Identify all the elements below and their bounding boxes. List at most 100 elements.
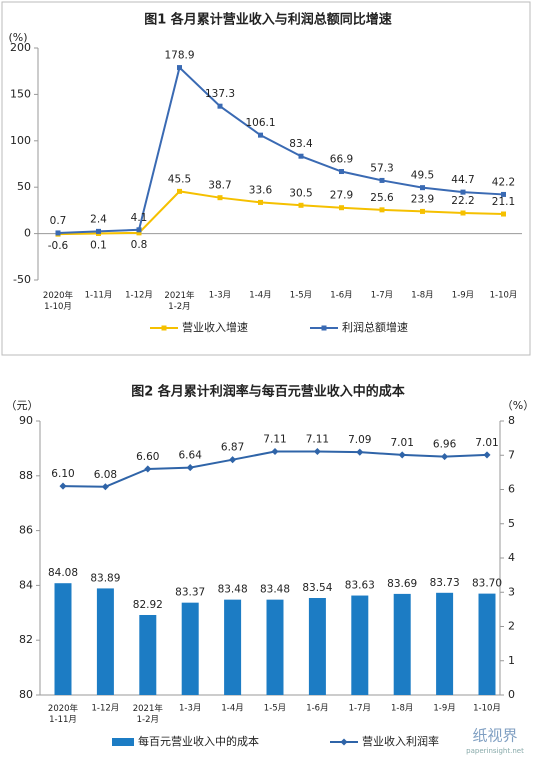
marker xyxy=(229,456,237,464)
y-tick-label: 86 xyxy=(19,524,33,537)
data-label: 2.4 xyxy=(90,213,107,225)
x-tick-label: 1-7月 xyxy=(349,704,371,714)
data-label: 21.1 xyxy=(492,196,515,208)
data-label: 82.92 xyxy=(133,599,163,611)
data-label: 66.9 xyxy=(330,154,353,166)
bar xyxy=(436,592,454,695)
x-tick-label: 1-9月 xyxy=(433,704,455,714)
x-tick-label: 1-3月 xyxy=(209,291,231,301)
x-tick-label: 1-4月 xyxy=(249,291,271,301)
marker xyxy=(501,211,506,217)
line xyxy=(62,450,488,488)
data-label: 27.9 xyxy=(330,190,353,202)
x-tick-label: 1-5月 xyxy=(264,704,286,714)
marker xyxy=(313,447,321,456)
marker xyxy=(483,451,491,459)
y2-tick-label: 7 xyxy=(508,448,515,461)
data-label: 6.87 xyxy=(221,442,244,454)
marker xyxy=(258,132,263,138)
data-label: 7.01 xyxy=(475,437,498,449)
y2-tick-label: 1 xyxy=(508,654,515,667)
y-tick-label: 84 xyxy=(19,578,33,591)
marker xyxy=(55,230,61,236)
x-tick-label: 1-9月 xyxy=(452,291,474,301)
marker xyxy=(501,191,506,197)
data-label: 42.2 xyxy=(492,176,515,188)
y-unit: （元） xyxy=(6,399,39,412)
legend-label: 营业收入利润率 xyxy=(362,734,439,748)
marker xyxy=(420,185,425,191)
marker xyxy=(379,177,385,183)
data-label: 83.89 xyxy=(90,572,120,584)
y-tick-label: 150 xyxy=(10,87,31,100)
bar xyxy=(224,599,242,695)
y2-tick-label: 5 xyxy=(508,517,515,530)
data-label: 106.1 xyxy=(245,117,275,129)
legend-swatch xyxy=(112,738,134,746)
marker xyxy=(136,227,142,233)
data-label: 25.6 xyxy=(370,192,394,204)
marker xyxy=(339,169,344,175)
y2-tick-label: 6 xyxy=(508,483,515,496)
data-label: 44.7 xyxy=(451,174,474,186)
marker xyxy=(379,207,385,213)
x-tick-label: 1-6月 xyxy=(306,704,328,714)
legend-label: 利润总额增速 xyxy=(342,320,408,334)
marker xyxy=(59,482,67,490)
data-label: 0.7 xyxy=(50,215,67,227)
marker xyxy=(177,188,182,194)
data-label: 7.09 xyxy=(348,434,371,446)
bar xyxy=(393,593,411,695)
marker xyxy=(460,210,466,216)
data-label: 6.64 xyxy=(179,450,203,462)
data-label: 7.01 xyxy=(391,437,414,449)
data-label: 4.1 xyxy=(131,212,148,224)
x-tick-label: 1-4月 xyxy=(221,704,243,714)
marker xyxy=(298,153,304,159)
x-tick-label: 1-10月 xyxy=(473,704,501,714)
marker xyxy=(271,447,279,456)
marker xyxy=(101,483,109,491)
y-unit: (%) xyxy=(8,31,27,44)
data-label: 137.3 xyxy=(205,88,235,100)
marker xyxy=(96,228,101,234)
data-label: 33.6 xyxy=(249,184,273,196)
x-tick-label: 2021年 1-2月 xyxy=(164,290,195,312)
marker xyxy=(420,208,425,214)
marker xyxy=(441,453,449,461)
y-tick-label: 50 xyxy=(17,180,31,193)
data-label: 83.37 xyxy=(175,587,205,599)
watermark: 纸视界 xyxy=(472,727,517,745)
data-label: 0.8 xyxy=(131,239,148,251)
data-label: 7.11 xyxy=(306,433,329,445)
x-tick-label: 1-12月 xyxy=(125,291,153,301)
marker xyxy=(356,448,364,456)
legend-marker xyxy=(321,325,327,331)
x-tick-label: 1-8月 xyxy=(391,704,413,714)
bar xyxy=(308,598,326,695)
data-label: 23.9 xyxy=(411,193,434,205)
bar xyxy=(266,599,284,695)
bar xyxy=(96,588,114,695)
data-label: 83.4 xyxy=(289,138,313,150)
chart-frame xyxy=(1,1,531,356)
y2-tick-label: 8 xyxy=(508,414,515,427)
data-label: 6.08 xyxy=(94,469,117,481)
bar xyxy=(181,602,199,695)
legend-label: 营业收入增速 xyxy=(182,320,248,334)
y-tick-label: 0 xyxy=(24,227,31,240)
marker xyxy=(186,464,194,472)
data-label: 6.10 xyxy=(51,468,74,480)
watermark-site: paperinsight.net xyxy=(466,747,524,755)
data-label: 83.54 xyxy=(302,582,332,594)
chart-title: 图2 各月累计利润率与每百元营业收入中的成本 xyxy=(131,384,405,400)
x-tick-label: 1-5月 xyxy=(290,291,312,301)
y-tick-label: 100 xyxy=(10,134,31,147)
data-label: 84.08 xyxy=(48,567,78,579)
marker xyxy=(144,465,152,473)
marker xyxy=(217,103,223,109)
marker xyxy=(398,451,406,459)
bar xyxy=(478,593,496,695)
